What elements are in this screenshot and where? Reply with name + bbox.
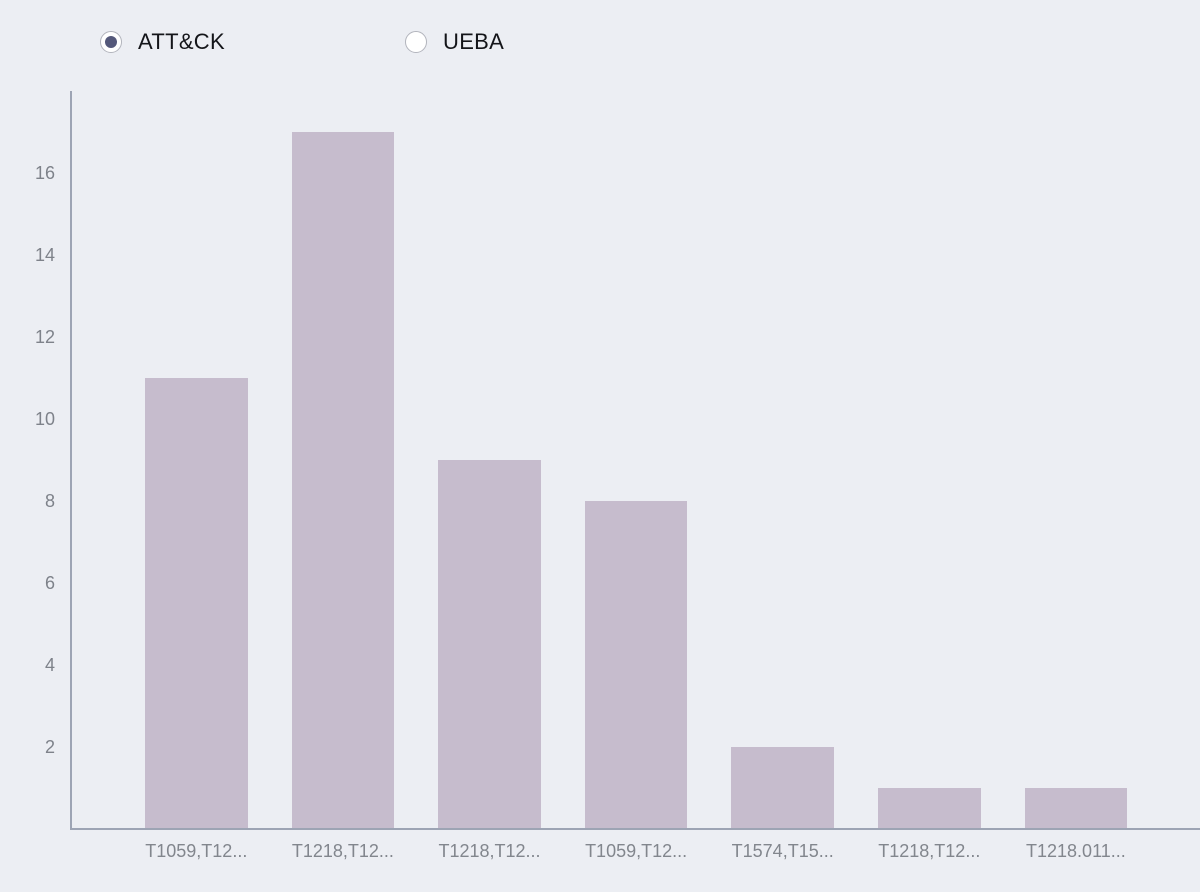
x-category-label: T1218.011... (1026, 841, 1126, 861)
x-category-label: T1574,T15... (731, 841, 834, 861)
y-tick-label: 10 (34, 409, 55, 429)
x-axis-line (70, 828, 1200, 830)
x-category-label: T1059,T12... (145, 841, 248, 861)
bar[interactable] (145, 378, 248, 829)
x-category-label: T1218,T12... (878, 841, 981, 861)
y-tick-label: 2 (44, 737, 55, 757)
bar[interactable] (1024, 788, 1128, 829)
radio-selected-icon[interactable] (100, 31, 122, 53)
plot-area (72, 91, 1200, 829)
x-category-label: T1059,T12... (585, 841, 688, 861)
radio-attck[interactable]: ATT&CK (100, 30, 225, 54)
x-category-label: T1218,T12... (291, 841, 394, 861)
y-tick-label: 8 (44, 491, 55, 511)
y-tick-label: 12 (34, 327, 55, 347)
bar[interactable] (731, 747, 834, 829)
radio-label-attck[interactable]: ATT&CK (138, 29, 225, 54)
bar[interactable] (291, 132, 395, 829)
y-axis-line (70, 91, 72, 829)
bar[interactable] (438, 460, 541, 829)
x-category-label: T1218,T12... (438, 841, 541, 861)
y-tick-label: 6 (44, 573, 55, 593)
radio-unselected-icon[interactable] (405, 31, 427, 53)
radio-ueba[interactable]: UEBA (405, 30, 504, 54)
bar[interactable] (878, 788, 981, 829)
y-tick-label: 16 (34, 163, 55, 183)
y-tick-label: 4 (44, 655, 55, 675)
radio-label-ueba[interactable]: UEBA (443, 29, 505, 54)
bar[interactable] (584, 501, 688, 829)
y-tick-label: 14 (34, 245, 55, 265)
radio-dot-icon (105, 36, 117, 48)
